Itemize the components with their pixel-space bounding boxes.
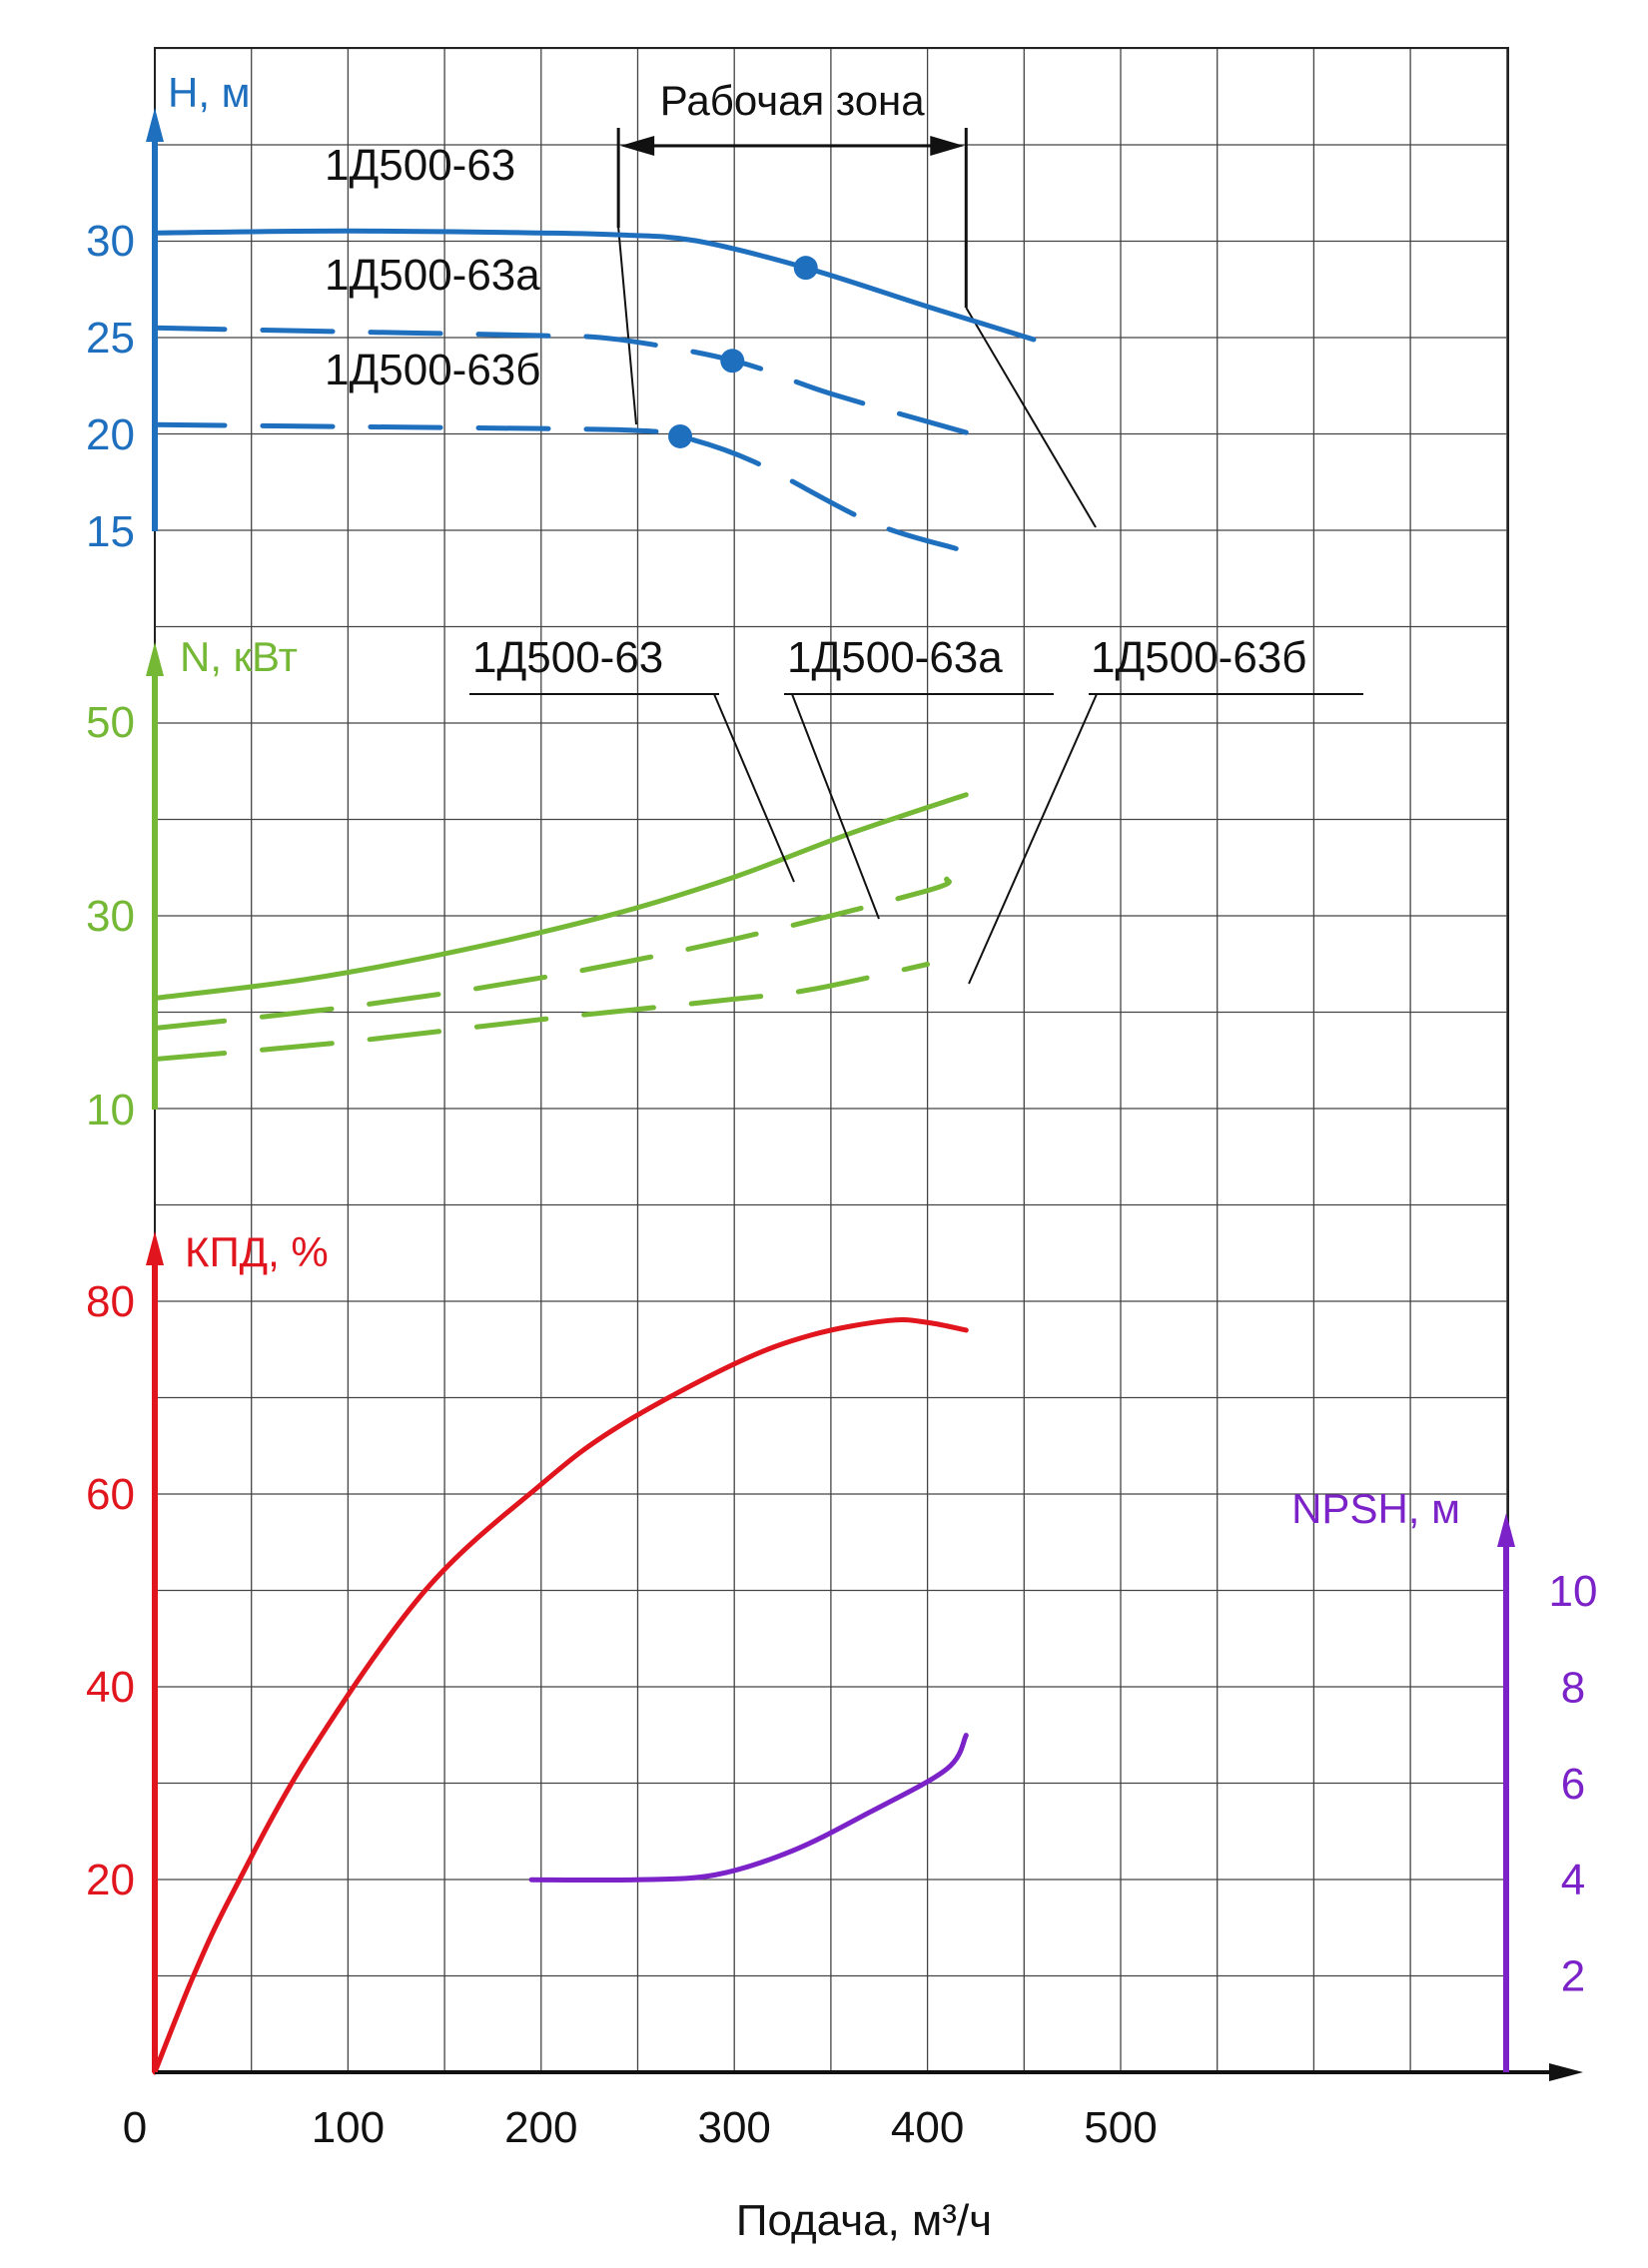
head-curve-2 <box>152 421 960 551</box>
power-axis-arrow <box>146 642 164 676</box>
chart-curves <box>152 228 1037 2075</box>
work-zone-arrow-left-head <box>620 136 655 156</box>
power-series-label-0: 1Д500-63 <box>472 633 663 682</box>
power-curve-0 <box>152 792 969 1001</box>
efficiency-axis-label: КПД, % <box>185 1228 329 1275</box>
x-tick-label: 200 <box>504 2103 577 2152</box>
npsh-y-tick-label: 2 <box>1561 1952 1585 2001</box>
head-axis-label: H, м <box>168 69 251 116</box>
power-series-label-leader-2 <box>968 693 1098 985</box>
head-curve-0 <box>152 228 1037 343</box>
power-y-tick-label: 50 <box>86 698 135 747</box>
x-tick-label: 100 <box>312 2103 385 2152</box>
x-axis-label: Подача, м³/ч <box>736 2196 992 2245</box>
power-curve-1 <box>152 876 952 1032</box>
x-tick-label: 300 <box>697 2103 770 2152</box>
power-curve-2 <box>152 962 931 1063</box>
work-zone-leader-right <box>965 307 1097 528</box>
power-series-label-1: 1Д500-63а <box>787 633 1003 682</box>
head-series-label-2: 1Д500-63б <box>325 346 540 394</box>
head-duty-point-2 <box>668 423 693 448</box>
head-y-tick-label: 30 <box>86 217 135 266</box>
npsh-y-tick-label: 10 <box>1549 1567 1598 1616</box>
npsh-curve-0 <box>528 1733 969 1884</box>
efficiency-y-tick-label: 80 <box>86 1277 135 1326</box>
head-axis-arrow <box>146 108 164 142</box>
x-tick-label: 500 <box>1084 2103 1157 2152</box>
head-duty-point-1 <box>720 349 745 374</box>
x-tick-label: 0 <box>123 2103 147 2152</box>
npsh-y-tick-label: 6 <box>1561 1760 1585 1809</box>
work-zone-label: Рабочая зона <box>660 77 925 124</box>
head-y-tick-label: 25 <box>86 314 135 363</box>
head-curve-1 <box>152 325 969 435</box>
head-y-tick-label: 15 <box>86 507 135 556</box>
efficiency-y-tick-label: 60 <box>86 1470 135 1519</box>
work-zone-leader-left <box>617 227 637 425</box>
efficiency-axis-arrow <box>146 1231 164 1265</box>
npsh-axis-arrow <box>1497 1513 1515 1547</box>
work-zone-annotation: Рабочая зона <box>616 77 1097 528</box>
work-zone-arrow-right-head <box>930 136 965 156</box>
head-duty-point-0 <box>793 256 818 281</box>
power-y-tick-label: 10 <box>86 1086 135 1134</box>
npsh-y-tick-label: 4 <box>1561 1856 1585 1904</box>
power-series-label-leader-0 <box>713 693 795 883</box>
power-series-label-2: 1Д500-63б <box>1091 633 1306 682</box>
npsh-axis-label: NPSH, м <box>1291 1485 1460 1532</box>
chart-texts: 0 100 200 300 400 500 Подача, м³/ч 15 20 25 30 10 30… <box>86 69 1597 2245</box>
head-y-tick-label: 20 <box>86 410 135 459</box>
npsh-y-tick-label: 8 <box>1561 1663 1585 1712</box>
head-series-label-0: 1Д500-63 <box>325 141 515 190</box>
x-tick-label: 400 <box>891 2103 964 2152</box>
power-series-label-leader-1 <box>791 693 880 920</box>
power-y-tick-label: 30 <box>86 892 135 941</box>
efficiency-y-tick-label: 20 <box>86 1856 135 1904</box>
power-axis-label: N, кВт <box>180 633 298 680</box>
chart-grid <box>154 47 1509 2073</box>
efficiency-curve-0 <box>152 1316 969 2075</box>
efficiency-y-tick-label: 40 <box>86 1663 135 1712</box>
chart-axes <box>146 108 1583 2081</box>
head-series-label-1: 1Д500-63а <box>325 251 540 300</box>
x-axis-arrow <box>1549 2063 1583 2081</box>
